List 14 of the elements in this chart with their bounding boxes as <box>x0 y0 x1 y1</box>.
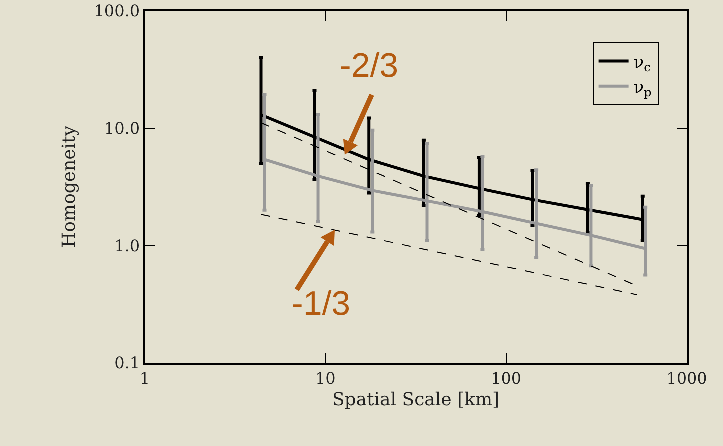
x-tick-label: 10 <box>315 368 336 388</box>
y-axis-title: Homogeneity <box>58 125 80 248</box>
annotation: -2/3 <box>340 47 399 85</box>
x-tick-label: 1000 <box>666 368 708 388</box>
x-axis-title: Spatial Scale [km] <box>332 390 500 411</box>
y-tick-label: 1.0 <box>114 236 140 256</box>
y-tick-label: 10.0 <box>104 118 140 138</box>
x-tick-label: 1 <box>140 368 150 388</box>
legend-label: ν$_{p}$ <box>634 78 652 100</box>
annotation: -1/3 <box>292 285 351 323</box>
x-tick-label: 100 <box>491 368 522 388</box>
y-tick-label: 100.0 <box>94 2 140 21</box>
y-tick-label: 0.1 <box>114 354 140 373</box>
legend-label: ν$_{c}$ <box>634 52 652 74</box>
